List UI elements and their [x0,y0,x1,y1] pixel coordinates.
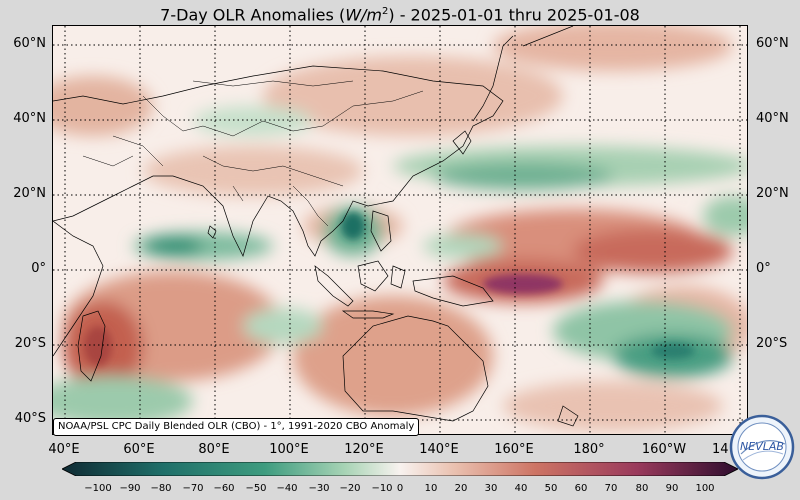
colorbar-tick: 50 [544,483,558,494]
colorbar-tick: −70 [182,483,204,494]
anomaly-core [84,212,695,366]
lat-label-left: 20°N [13,186,46,201]
lon-label: 60°E [123,442,155,457]
lat-label-left: 40°S [14,411,46,426]
anomaly-field [53,26,747,431]
colorbar-tick: 60 [574,483,588,494]
map-panel [52,25,748,435]
colorbar-tick: −50 [245,483,267,494]
lon-label: 120°E [344,442,384,457]
colorbar-tick: −100 [84,483,112,494]
olr-anomaly-map [53,26,747,434]
lon-label: 160°W [641,442,687,457]
colorbar-tick: 80 [635,483,649,494]
title-exponent: 2 [381,6,389,17]
lat-label-right: 60°N [756,36,789,51]
lon-label: 80°E [198,442,230,457]
colorbar [62,462,738,476]
title-prefix: 7-Day OLR Anomalies ( [160,5,346,25]
lat-label-left: 0° [31,261,46,276]
colorbar-scale [62,462,738,476]
lon-label: 160°E [494,442,534,457]
lab-logo: NEVLAB [729,414,795,480]
colorbar-tick: −90 [119,483,141,494]
colorbar-tick: 90 [665,483,679,494]
colorbar-tick: 30 [484,483,498,494]
lat-label-right: 0° [756,261,771,276]
colorbar-tick: 20 [454,483,468,494]
colorbar-tick: −10 [371,483,393,494]
lon-label: 180° [573,442,605,457]
lon-label: 100°E [269,442,309,457]
colorbar-tick: 40 [514,483,528,494]
data-source-credit: NOAA/PSL CPC Daily Blended OLR (CBO) - 1… [53,418,420,436]
title-unit: W/m [345,5,382,25]
colorbar-tick: 70 [604,483,618,494]
lon-label: 14 [712,442,729,457]
lon-label: 140°E [419,442,459,457]
lat-label-left: 40°N [13,111,46,126]
map-title: 7-Day OLR Anomalies (W/m2) - 2025-01-01 … [0,0,800,24]
colorbar-tick: 100 [695,483,715,494]
colorbar-tick: −60 [213,483,235,494]
logo-text: NEVLAB [740,440,784,453]
colorbar-tick: −30 [308,483,330,494]
colorbar-tick: −20 [339,483,361,494]
lat-label-right: 20°S [756,336,788,351]
lon-label: 40°E [48,442,80,457]
lat-label-right: 40°N [756,111,789,126]
lat-label-right: 20°N [756,186,789,201]
colorbar-tick: 0 [396,483,404,494]
colorbar-tick: 10 [424,483,438,494]
colorbar-tick: −80 [150,483,172,494]
lat-label-left: 20°S [14,336,46,351]
lat-label-left: 60°N [13,36,46,51]
colorbar-tick: −40 [276,483,298,494]
coastlines [53,26,579,427]
country-borders [82,80,424,227]
title-suffix: ) - 2025-01-01 thru 2025-01-08 [388,5,640,25]
